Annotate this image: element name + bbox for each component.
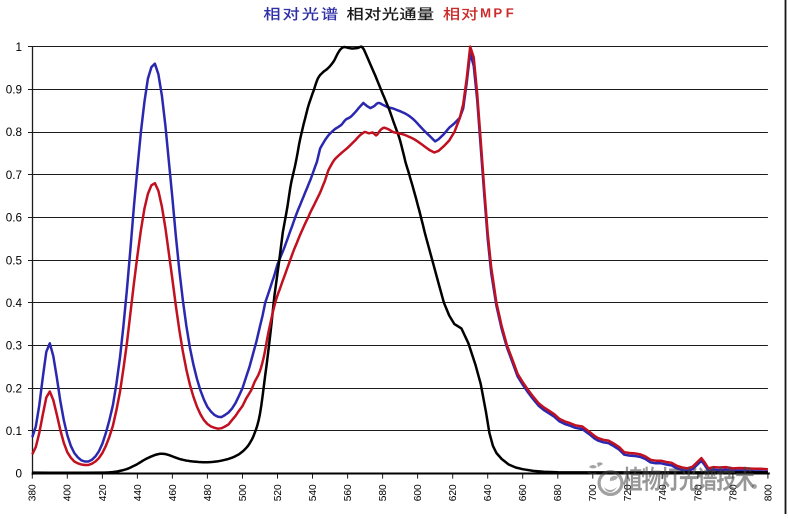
svg-text:720: 720	[623, 484, 634, 501]
svg-text:560: 560	[343, 484, 354, 501]
svg-text:480: 480	[203, 484, 214, 501]
svg-text:440: 440	[133, 484, 144, 501]
svg-text:0.6: 0.6	[6, 212, 22, 225]
svg-text:660: 660	[518, 484, 529, 501]
svg-text:680: 680	[553, 484, 564, 501]
svg-text:700: 700	[588, 484, 599, 501]
svg-text:740: 740	[658, 484, 669, 501]
svg-text:0.7: 0.7	[6, 169, 22, 182]
svg-text:1: 1	[15, 41, 22, 54]
svg-text:0.1: 0.1	[6, 425, 22, 438]
svg-text:420: 420	[98, 484, 109, 501]
svg-text:400: 400	[63, 484, 74, 501]
svg-text:0.9: 0.9	[6, 84, 22, 97]
svg-text:380: 380	[28, 484, 39, 501]
svg-text:0.2: 0.2	[6, 382, 22, 395]
svg-text:780: 780	[728, 484, 739, 501]
svg-text:0: 0	[15, 468, 22, 481]
svg-text:760: 760	[693, 484, 704, 501]
svg-text:600: 600	[413, 484, 424, 501]
svg-text:0.5: 0.5	[6, 254, 23, 267]
svg-text:520: 520	[273, 484, 284, 501]
svg-text:500: 500	[238, 484, 249, 501]
svg-text:800: 800	[763, 484, 774, 501]
svg-text:640: 640	[483, 484, 494, 501]
svg-text:0.8: 0.8	[6, 126, 22, 139]
svg-text:460: 460	[168, 484, 179, 501]
svg-text:0.4: 0.4	[6, 297, 23, 310]
svg-text:0.3: 0.3	[6, 340, 22, 353]
svg-text:540: 540	[308, 484, 319, 501]
svg-text:620: 620	[448, 484, 459, 501]
svg-text:580: 580	[378, 484, 389, 501]
